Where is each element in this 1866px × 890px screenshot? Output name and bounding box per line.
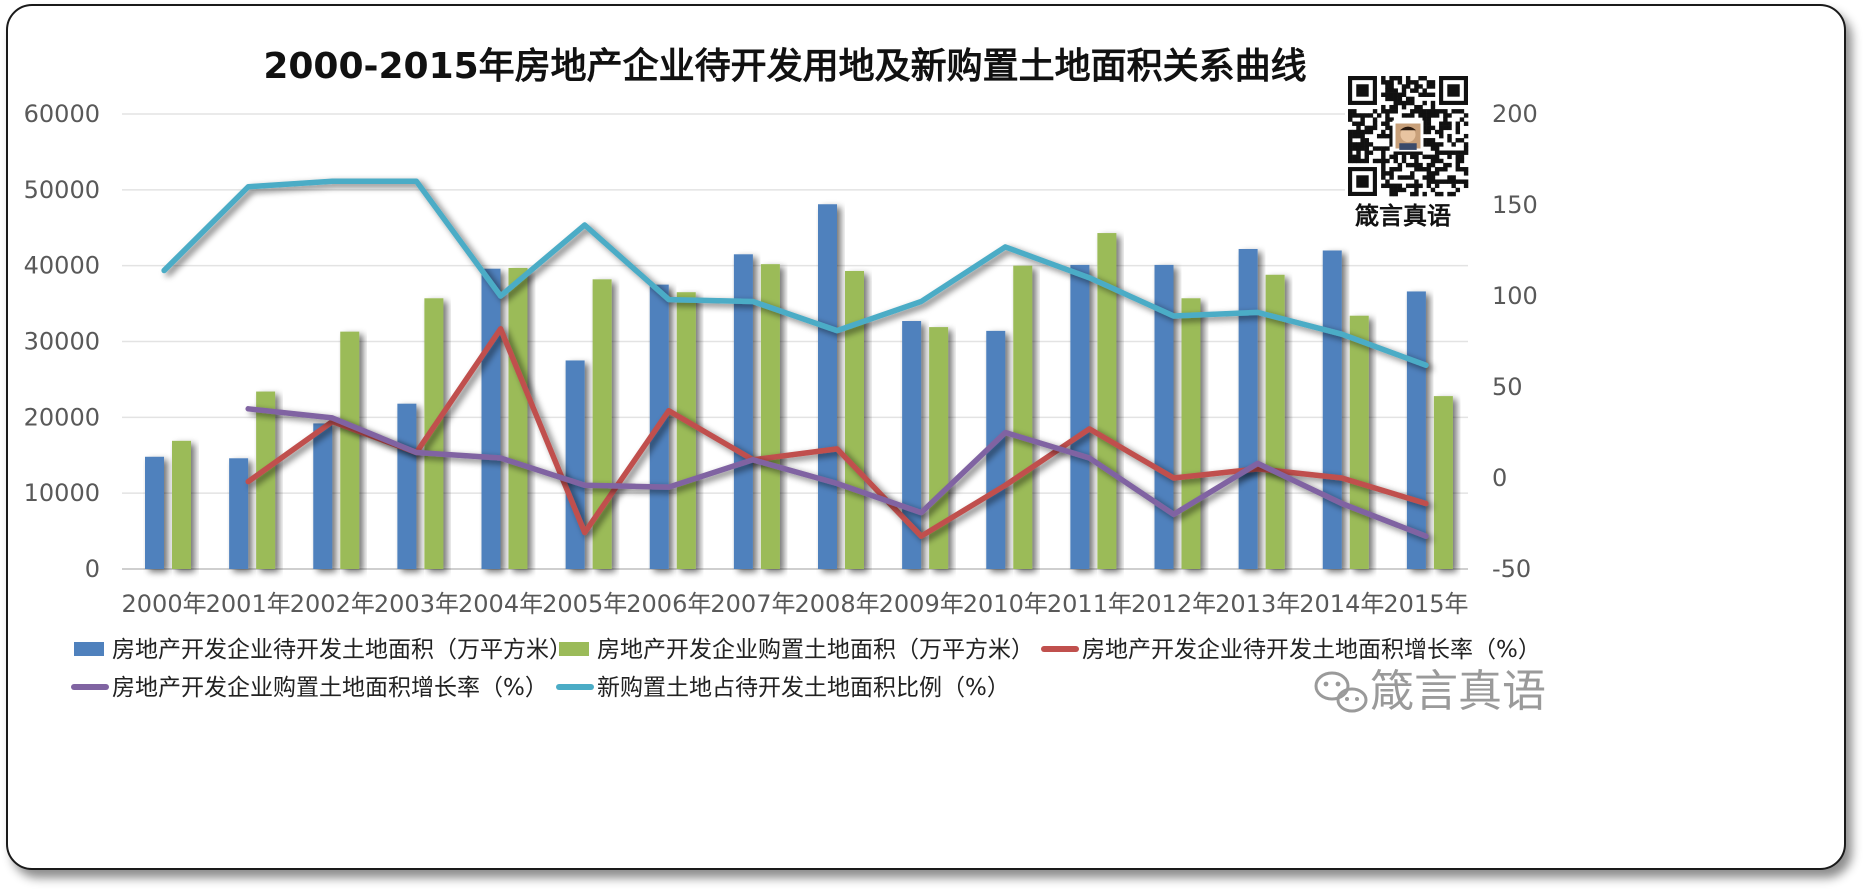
legend-item: 新购置土地占待开发土地面积比例（%） [556, 675, 1010, 701]
x-tick-label: 2012年 [1131, 590, 1216, 618]
right-axis: -50 0 50 100 150 200 [1492, 100, 1538, 583]
bar [929, 327, 949, 569]
legend-item: 房地产开发企业购置土地面积增长率（%） [71, 675, 548, 701]
bar [592, 279, 612, 569]
bar [1265, 274, 1285, 569]
series-lines [161, 178, 1429, 539]
bar [508, 267, 528, 569]
bar [1238, 248, 1258, 569]
bar [256, 391, 276, 569]
watermark: 箴言真语 [1314, 666, 1546, 717]
x-tick-label: 2000年 [122, 590, 207, 618]
x-axis: 2000年 2001年 2002年 2003年 2004年 2005年 2006年 2007年… [122, 590, 1469, 618]
bar [1322, 250, 1342, 569]
legend-swatch [559, 642, 589, 656]
bar [760, 264, 780, 569]
chart-frame: 2000-2015年房地产企业待开发用地及新购置土地面积关系曲线 0 10000 2… [6, 4, 1846, 870]
legend-item: 房地产开发企业待开发土地面积增长率（%） [1041, 637, 1541, 663]
legend-item: 房地产开发企业购置土地面积（万平方米） [559, 637, 1034, 663]
x-tick-label: 2006年 [626, 590, 711, 618]
bar [1070, 264, 1090, 569]
right-tick-label: 100 [1492, 282, 1538, 310]
x-tick-label: 2009年 [879, 590, 964, 618]
x-tick-label: 2001年 [206, 590, 291, 618]
x-tick-label: 2011年 [1047, 590, 1132, 618]
chart-title: 2000-2015年房地产企业待开发用地及新购置土地面积关系曲线 [263, 45, 1306, 87]
qr-code-image [1345, 73, 1471, 199]
legend-item: 房地产开发企业待开发土地面积（万平方米） [74, 637, 572, 663]
series-line [245, 406, 1429, 539]
bar [1154, 264, 1174, 569]
legend-label: 新购置土地占待开发土地面积比例（%） [597, 675, 1010, 701]
legend: 房地产开发企业待开发土地面积（万平方米） 房地产开发企业购置土地面积（万平方米） 房… [71, 637, 1541, 701]
right-tick-label: 200 [1492, 100, 1538, 128]
bar [565, 360, 585, 569]
bar [229, 458, 249, 569]
x-tick-label: 2014年 [1299, 590, 1384, 618]
right-tick-label: -50 [1492, 555, 1531, 583]
left-tick-label: 40000 [24, 252, 100, 280]
legend-label: 房地产开发企业购置土地面积增长率（%） [112, 675, 548, 701]
bar [986, 330, 1006, 569]
bar [1013, 265, 1033, 569]
x-tick-label: 2004年 [458, 590, 543, 618]
left-tick-label: 10000 [24, 479, 100, 507]
left-tick-label: 60000 [24, 100, 100, 128]
bar [172, 440, 191, 569]
left-tick-label: 50000 [24, 176, 100, 204]
right-tick-label: 0 [1492, 464, 1507, 492]
series-line [245, 326, 1429, 539]
bar [676, 292, 696, 569]
x-tick-label: 2013年 [1215, 590, 1300, 618]
right-tick-label: 150 [1492, 191, 1538, 219]
left-tick-label: 20000 [24, 403, 100, 431]
legend-label: 房地产开发企业待开发土地面积（万平方米） [112, 637, 572, 663]
bar [818, 204, 837, 569]
wechat-icon [1314, 671, 1368, 713]
bar [424, 298, 444, 569]
bar [145, 456, 164, 569]
bar [1181, 298, 1201, 569]
left-axis: 0 10000 20000 30000 40000 50000 60000 [24, 100, 100, 583]
bars [145, 204, 1453, 569]
right-tick-label: 50 [1492, 373, 1523, 401]
qr-caption: 箴言真语 [1355, 202, 1451, 230]
bar [481, 268, 501, 569]
bar [1433, 396, 1453, 569]
bar [313, 423, 333, 569]
legend-swatch [74, 642, 104, 656]
x-tick-label: 2002年 [290, 590, 375, 618]
bar [733, 254, 753, 569]
left-tick-label: 30000 [24, 328, 100, 356]
x-tick-label: 2015年 [1383, 590, 1468, 618]
x-tick-label: 2008年 [795, 590, 880, 618]
bar [340, 331, 360, 569]
bar [845, 270, 864, 569]
left-tick-label: 0 [85, 555, 100, 583]
watermark-text: 箴言真语 [1370, 666, 1546, 717]
x-tick-label: 2007年 [710, 590, 795, 618]
series-line [161, 178, 1429, 368]
x-tick-label: 2003年 [374, 590, 459, 618]
x-tick-label: 2005年 [542, 590, 627, 618]
chart-canvas: 2000-2015年房地产企业待开发用地及新购置土地面积关系曲线 0 10000 2… [24, 45, 1546, 717]
legend-label: 房地产开发企业购置土地面积（万平方米） [597, 637, 1034, 663]
legend-label: 房地产开发企业待开发土地面积增长率（%） [1082, 637, 1541, 663]
bar [397, 403, 417, 569]
x-tick-label: 2010年 [963, 590, 1048, 618]
bar [1097, 233, 1117, 569]
bar [1349, 315, 1369, 569]
